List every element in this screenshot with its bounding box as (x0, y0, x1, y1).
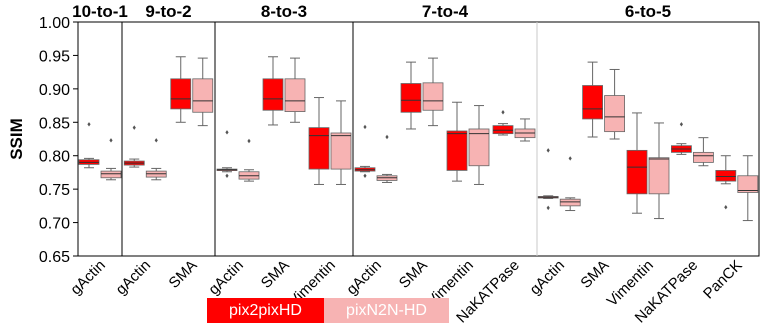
box-6-to-5-gactin-pix2pixhd-outlier-0 (546, 148, 550, 153)
box-8-to-3-sma-pix2pixhd-box (262, 78, 284, 111)
box-6-to-5-vimentin-pixn2n-hd-box (648, 157, 670, 195)
box-7-to-4-sma-pix2pixhd-box (400, 83, 422, 113)
panel-title-10-to-1: 10-to-1 (72, 2, 128, 21)
box-8-to-3-vimentin-pixn2n-hd-box (330, 132, 352, 170)
box-8-to-3-gactin-pixn2n-hd-outlier-0 (247, 138, 251, 144)
box-6-to-5-sma-pixn2n-hd-box (604, 95, 625, 133)
panel-title-7-to-4: 7-to-4 (422, 2, 469, 21)
y-tick-label-1: 0.95 (39, 48, 70, 65)
box-6-to-5-panck-pix2pixhd-outlier-0 (724, 204, 728, 210)
box-7-to-4-gactin-pix2pixhd-outlier-0 (363, 124, 367, 130)
y-tick-label-5: 0.75 (39, 182, 70, 199)
box-8-to-3-gactin-pix2pixhd-outlier-1 (225, 173, 229, 178)
box-8-to-3-vimentin-pix2pixhd-box (308, 127, 330, 170)
category-label-8-to-3-gactin: gActin (205, 257, 247, 299)
box-10-to-1-gactin-pixn2n-hd-box (100, 170, 122, 179)
y-tick-label-4: 0.80 (39, 149, 70, 166)
y-tick-label-6: 0.70 (39, 216, 70, 233)
legend-item-pixn2n-hd: pixN2N-HD (324, 298, 449, 323)
box-8-to-3-gactin-pix2pixhd-outlier-0 (225, 130, 229, 135)
box-8-to-3-sma-pixn2n-hd-box (284, 78, 306, 112)
box-6-to-5-gactin-pixn2n-hd-box (559, 198, 581, 207)
box-6-to-5-gactin-pix2pixhd-outlier-1 (546, 205, 550, 211)
box-7-to-4-nakatpase-pix2pixhd-box (492, 125, 514, 135)
y-tick-label-3: 0.85 (39, 115, 70, 132)
box-9-to-2-gactin-pix2pixhd-outlier-0 (132, 125, 136, 130)
box-6-to-5-panck-pixn2n-hd-box (737, 175, 759, 193)
category-label-6-to-5-gactin: gActin (527, 257, 569, 299)
category-label-6-to-5-sma: SMA (577, 257, 612, 292)
y-tick-label-0: 1.00 (39, 15, 70, 32)
box-7-to-4-vimentin-pix2pixhd-box (446, 130, 468, 171)
category-label-7-to-4-gactin: gActin (343, 257, 385, 299)
box-6-to-5-panck-pix2pixhd-box (715, 170, 737, 182)
panel-title-8-to-3: 8-to-3 (261, 2, 307, 21)
panel-title-6-to-5: 6-to-5 (625, 2, 671, 21)
box-6-to-5-nakatpase-pix2pixhd-outlier-0 (679, 122, 683, 127)
legend: pix2pixHD pixN2N-HD (207, 298, 449, 323)
category-label-9-to-2-gactin: gActin (113, 257, 155, 299)
box-6-to-5-nakatpase-pixn2n-hd-box (693, 151, 714, 163)
box-7-to-4-sma-pixn2n-hd-box (422, 82, 444, 111)
category-label-9-to-2-sma: SMA (166, 257, 201, 292)
box-10-to-1-gactin-pix2pixhd-outlier-0 (87, 122, 91, 127)
box-9-to-2-gactin-pixn2n-hd-outlier-0 (154, 138, 158, 143)
category-label-6-to-5-panck: PanCK (700, 257, 746, 303)
y-tick-label-7: 0.65 (39, 249, 70, 266)
box-6-to-5-gactin-pixn2n-hd-outlier-0 (568, 156, 572, 161)
y-axis-label: SSIM (7, 118, 26, 160)
box-9-to-2-sma-pix2pixhd-box (170, 78, 192, 110)
box-9-to-2-sma-pixn2n-hd-box (192, 78, 214, 113)
category-label-10-to-1-gactin: gActin (67, 257, 109, 299)
box-7-to-4-nakatpase-pix2pixhd-outlier-0 (501, 110, 505, 115)
plot-frame (77, 21, 760, 257)
legend-item-pix2pixhd: pix2pixHD (207, 298, 324, 323)
box-7-to-4-vimentin-pixn2n-hd-box (468, 128, 490, 167)
panel-title-9-to-2: 9-to-2 (145, 2, 191, 21)
category-label-7-to-4-sma: SMA (396, 257, 431, 292)
category-label-8-to-3-sma: SMA (258, 257, 293, 292)
y-tick-label-2: 0.90 (39, 82, 70, 99)
box-10-to-1-gactin-pixn2n-hd-outlier-0 (109, 138, 113, 143)
box-6-to-5-vimentin-pix2pixhd-box (626, 149, 648, 195)
box-7-to-4-gactin-pixn2n-hd-outlier-0 (385, 134, 389, 140)
box-6-to-5-sma-pix2pixhd-box (582, 85, 603, 120)
box-7-to-4-gactin-pix2pixhd-outlier-1 (363, 173, 367, 178)
